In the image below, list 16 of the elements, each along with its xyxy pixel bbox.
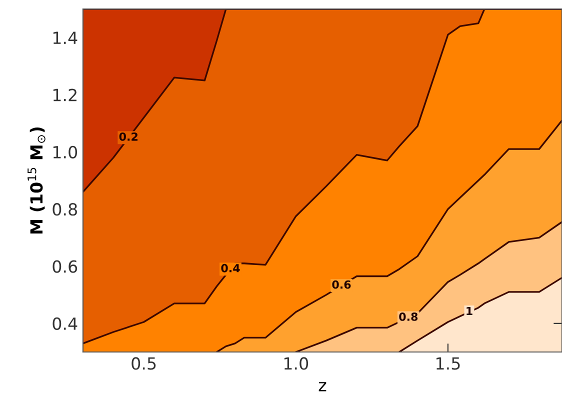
y-tick-label: 1.0	[53, 146, 78, 158]
x-axis-title: z	[318, 382, 326, 392]
y-tick-label: 0.4	[52, 317, 78, 330]
x-tick-label: 0.5	[132, 357, 156, 370]
series-label: 0.6	[332, 280, 351, 289]
series-label: 0.8	[399, 312, 418, 321]
x-tick-label: 1.5	[436, 357, 460, 370]
x-tick-label: 1.0	[284, 357, 308, 370]
series-label: 0.4	[221, 264, 240, 272]
series-label: 1	[466, 306, 472, 316]
y-axis-title: M (10$^{15}$ M$_{⊙}$)	[28, 127, 46, 234]
y-tick-label: 1.4	[53, 32, 78, 44]
y-tick-label: 0.6	[52, 260, 78, 273]
y-tick-label: 1.2	[53, 88, 76, 102]
y-tick-label: 0.8	[52, 203, 77, 216]
series-label: 0.2	[119, 132, 138, 141]
